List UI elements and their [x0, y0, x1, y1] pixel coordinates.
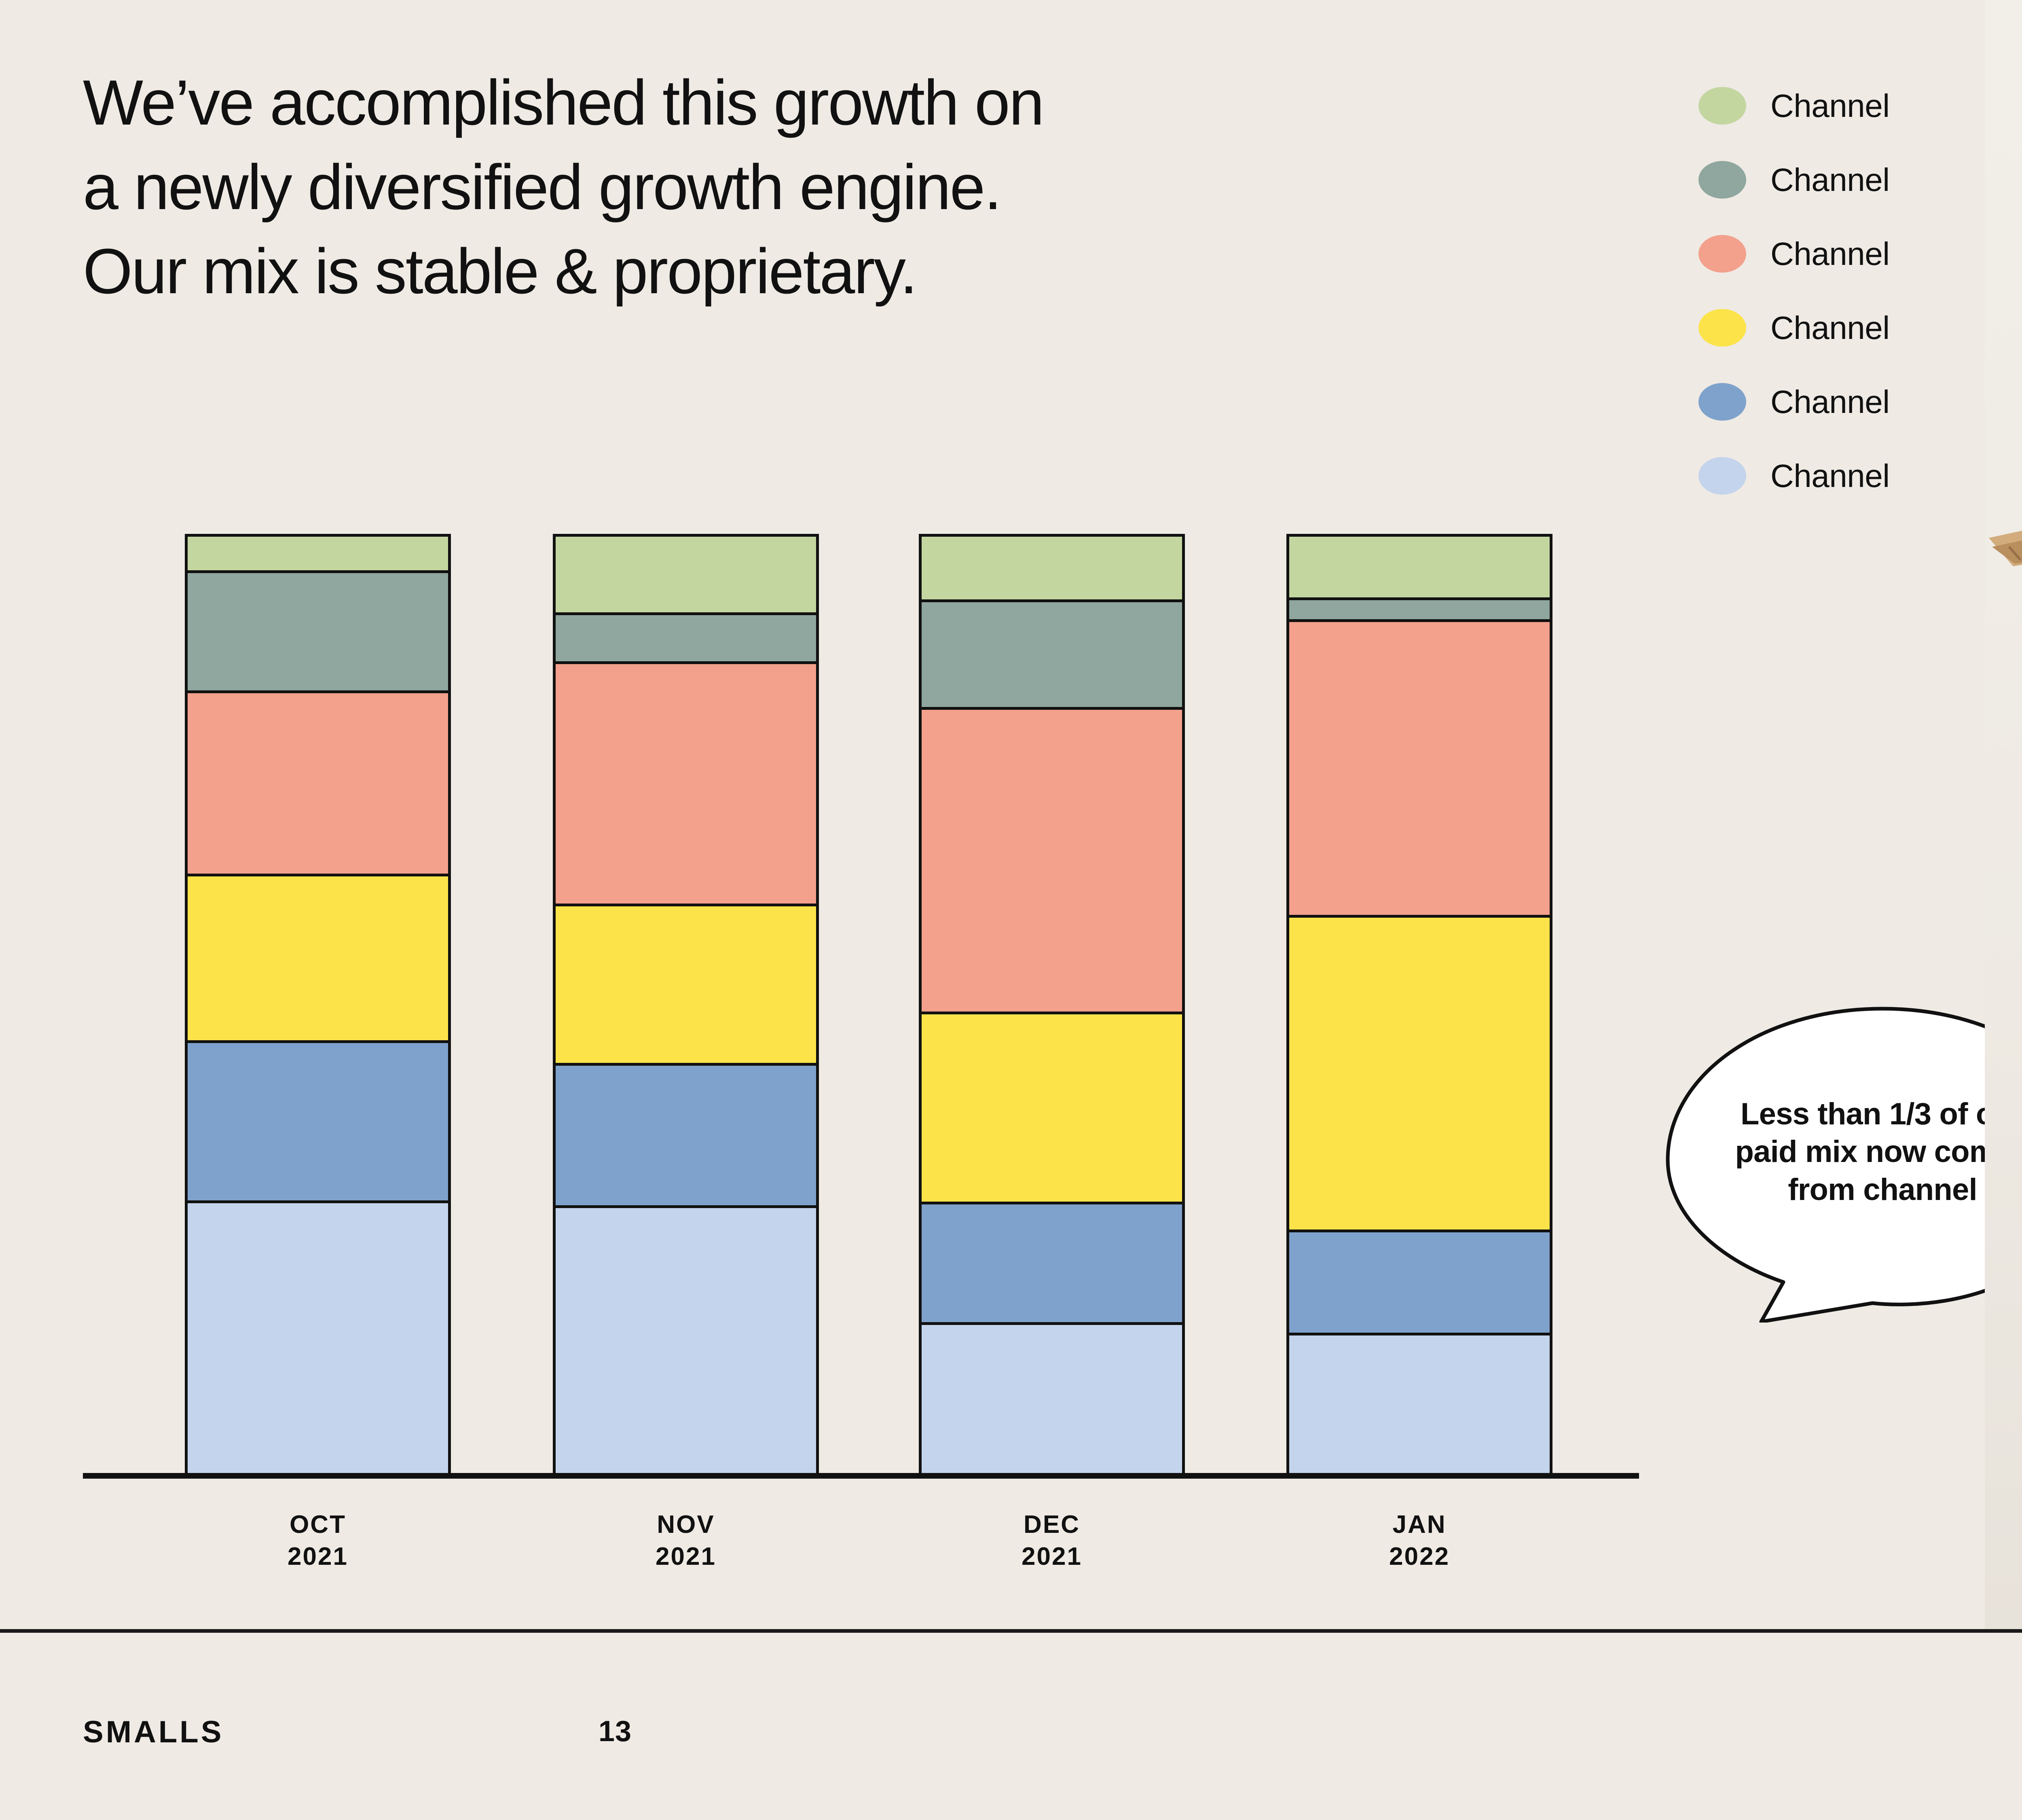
legend-item[interactable]: Channel — [1698, 365, 2006, 439]
bar-segment[interactable] — [188, 1203, 448, 1473]
bar-segment[interactable] — [1289, 1335, 1550, 1473]
bar-segment[interactable] — [1289, 918, 1550, 1232]
bar-segment[interactable] — [922, 710, 1182, 1014]
callout-text: Less than 1/3 of our paid mix now comes … — [1735, 1097, 2022, 1207]
legend-item[interactable]: Channel — [1698, 291, 2006, 365]
legend-item[interactable]: Channel — [1698, 69, 2006, 143]
stacked-bar-chart: OCT 2021 NOV 2021 DEC 2021 JAN 2022 — [83, 534, 1644, 1570]
legend-swatch-icon — [1698, 309, 1746, 347]
bar-nov[interactable] — [553, 534, 819, 1473]
legend-swatch-icon — [1698, 235, 1746, 273]
bar-segment[interactable] — [922, 1014, 1182, 1204]
legend-swatch-icon — [1698, 457, 1746, 495]
callout-speech-bubble: Less than 1/3 of our paid mix now comes … — [1662, 1003, 2022, 1323]
legend-item[interactable]: Channel — [1698, 143, 2006, 217]
bar-segment[interactable] — [922, 1204, 1182, 1325]
bar-segment[interactable] — [1289, 622, 1550, 918]
x-axis-tick-label: DEC 2021 — [1022, 1511, 1082, 1571]
legend-item-label: Channel — [1770, 309, 1890, 346]
bar-segment[interactable] — [188, 876, 448, 1043]
bar-segment[interactable] — [1289, 1232, 1550, 1335]
bar-segment[interactable] — [556, 1208, 816, 1473]
legend-item-label: Channel — [1770, 87, 1890, 124]
bar-segment[interactable] — [188, 537, 448, 574]
bar-segment[interactable] — [188, 573, 448, 693]
bar-dec[interactable] — [919, 534, 1185, 1473]
legend-swatch-icon — [1698, 87, 1746, 125]
footer-divider — [0, 1629, 2022, 1633]
bar-jan[interactable] — [1286, 534, 1552, 1473]
speech-bubble-shape — [1666, 1007, 2022, 1323]
bar-segment[interactable] — [922, 602, 1182, 710]
bar-segment[interactable] — [556, 906, 816, 1066]
bar-segment[interactable] — [922, 1325, 1182, 1473]
legend-swatch-icon — [1698, 383, 1746, 421]
x-axis-tick-label: NOV 2021 — [656, 1511, 716, 1571]
photo-panel — [1985, 0, 2022, 1630]
brand-logo: SMALLS — [83, 1715, 224, 1749]
legend-item[interactable]: Channel — [1698, 217, 2006, 291]
chart-plot-area — [83, 534, 1644, 1473]
cat-in-box-photo — [1985, 0, 2022, 1630]
bar-segment[interactable] — [1289, 537, 1550, 601]
legend-item-label: Channel — [1770, 457, 1890, 494]
x-axis-tick-label: JAN 2022 — [1389, 1511, 1450, 1571]
legend-item-label: Channel — [1770, 161, 1890, 198]
bar-segment[interactable] — [188, 693, 448, 877]
legend-item-label: Channel — [1770, 235, 1890, 272]
bar-segment[interactable] — [556, 537, 816, 616]
bar-segment[interactable] — [1289, 600, 1550, 622]
bar-segment[interactable] — [556, 664, 816, 907]
page-number: 13 — [599, 1715, 632, 1748]
x-axis-tick-label: OCT 2021 — [288, 1511, 348, 1571]
x-axis-line — [83, 1473, 1639, 1479]
bar-segment[interactable] — [556, 1065, 816, 1208]
legend-swatch-icon — [1698, 161, 1746, 199]
bar-segment[interactable] — [188, 1043, 448, 1204]
legend-item-label: Channel — [1770, 383, 1890, 420]
chart-legend: Channel Channel Channel Channel Channel Chann… — [1698, 69, 2006, 513]
bar-segment[interactable] — [556, 615, 816, 664]
legend-item[interactable]: Channel — [1698, 439, 2006, 513]
bar-oct[interactable] — [185, 534, 451, 1473]
page-title: We’ve accomplished this growth on a newl… — [83, 67, 1045, 307]
bar-segment[interactable] — [922, 537, 1182, 603]
